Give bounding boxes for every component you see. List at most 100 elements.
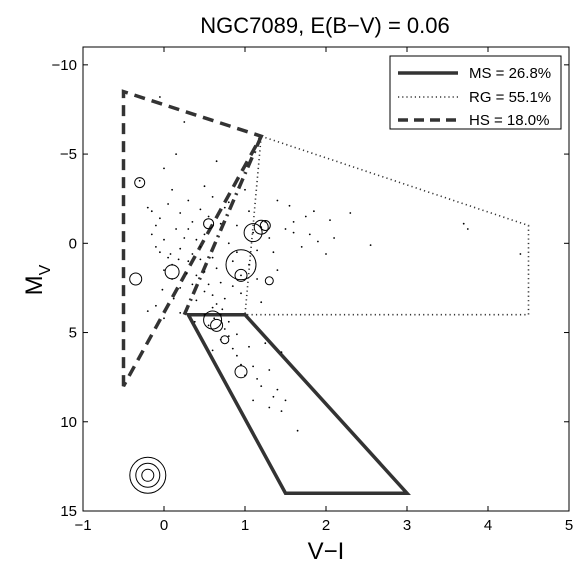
- x-tick-label: 5: [565, 517, 573, 534]
- data-circle: [264, 276, 274, 286]
- data-point: [179, 212, 182, 214]
- data-point: [219, 222, 222, 225]
- data-point: [199, 208, 202, 211]
- x-tick-label: 2: [322, 517, 330, 534]
- data-circle: [234, 365, 248, 379]
- data-point: [203, 185, 206, 188]
- y-tick-labels: −10 −5 0 5 10 15: [52, 57, 77, 520]
- scatter-points: [138, 96, 522, 432]
- data-point: [171, 188, 174, 191]
- data-point: [163, 238, 165, 241]
- x-axis-label: V−I: [308, 538, 345, 565]
- data-point: [276, 199, 279, 202]
- x-tick-label: −1: [74, 517, 91, 534]
- data-point: [519, 253, 522, 255]
- data-point: [466, 228, 469, 230]
- region-ms: [185, 312, 411, 495]
- data-point: [223, 328, 226, 330]
- data-point: [236, 224, 238, 227]
- data-point: [280, 410, 283, 412]
- data-point: [276, 388, 279, 391]
- data-point: [227, 335, 230, 337]
- region-hs: [121, 89, 264, 387]
- data-point: [248, 263, 250, 266]
- data-point: [187, 228, 190, 230]
- data-point: [155, 304, 157, 307]
- data-point: [227, 201, 230, 204]
- legend: MS = 26.8% RG = 55.1% HS = 18.0%: [389, 55, 562, 130]
- data-point: [227, 320, 230, 323]
- data-point: [175, 228, 178, 230]
- data-point: [150, 233, 153, 236]
- data-point: [240, 363, 242, 366]
- data-point: [284, 399, 287, 402]
- data-point: [308, 233, 311, 236]
- data-circle: [129, 272, 143, 286]
- data-point: [268, 406, 271, 409]
- data-circle: [243, 223, 263, 243]
- data-point: [187, 260, 190, 263]
- x-tick-label: 3: [403, 517, 411, 534]
- data-point: [215, 160, 218, 163]
- data-point: [207, 283, 210, 286]
- data-point: [211, 256, 214, 259]
- data-point: [349, 212, 352, 214]
- x-tick-label: 1: [241, 517, 249, 534]
- data-point: [272, 251, 275, 254]
- data-point: [146, 206, 149, 209]
- data-point: [329, 219, 331, 222]
- legend-label-rg: RG = 55.1%: [469, 89, 551, 106]
- data-point: [169, 253, 172, 255]
- data-point: [268, 237, 271, 239]
- size-key-circle: [135, 462, 161, 488]
- data-circle: [134, 177, 146, 189]
- y-tick-label: −10: [52, 57, 77, 74]
- data-point: [155, 246, 157, 248]
- region-hs-boundary: [182, 135, 263, 316]
- data-point: [177, 258, 180, 261]
- data-point: [203, 290, 206, 293]
- data-point: [167, 203, 170, 205]
- data-point: [191, 221, 194, 223]
- data-point: [248, 210, 250, 213]
- data-circle: [220, 335, 230, 345]
- y-tick-label: −5: [60, 146, 77, 163]
- data-point: [175, 153, 178, 156]
- size-key-circles: [129, 456, 167, 494]
- y-axis-label: MV: [21, 264, 54, 295]
- data-point: [462, 222, 465, 225]
- data-point: [248, 345, 250, 348]
- data-point: [264, 342, 267, 345]
- data-point: [284, 228, 287, 230]
- y-tick-label: 5: [69, 325, 77, 342]
- data-point: [317, 240, 319, 243]
- data-point: [193, 320, 196, 323]
- data-point: [252, 399, 255, 402]
- data-point: [215, 267, 218, 270]
- data-point: [215, 303, 218, 305]
- data-point: [313, 210, 315, 213]
- data-point: [179, 247, 182, 250]
- data-point: [163, 167, 165, 170]
- axis-ticks: [82, 47, 570, 512]
- data-circle: [210, 318, 224, 332]
- data-point: [213, 317, 216, 320]
- data-point: [244, 188, 246, 191]
- legend-label-ms: MS = 26.8%: [469, 65, 551, 82]
- y-tick-label: 15: [60, 503, 77, 520]
- data-point: [161, 288, 164, 291]
- size-key-circle: [129, 456, 167, 494]
- data-point: [231, 347, 234, 350]
- chart-title: NGC7089, E(B−V) = 0.06: [200, 13, 449, 38]
- data-point: [211, 294, 214, 296]
- data-point: [167, 256, 170, 259]
- data-point: [300, 246, 303, 248]
- y-tick-label: 10: [60, 414, 77, 431]
- data-point: [195, 299, 198, 302]
- data-point: [199, 246, 202, 248]
- region-boundaries: [121, 89, 530, 495]
- data-point: [159, 96, 161, 98]
- data-point: [240, 274, 242, 277]
- svg-text:MV: MV: [21, 264, 54, 295]
- data-point: [163, 269, 165, 271]
